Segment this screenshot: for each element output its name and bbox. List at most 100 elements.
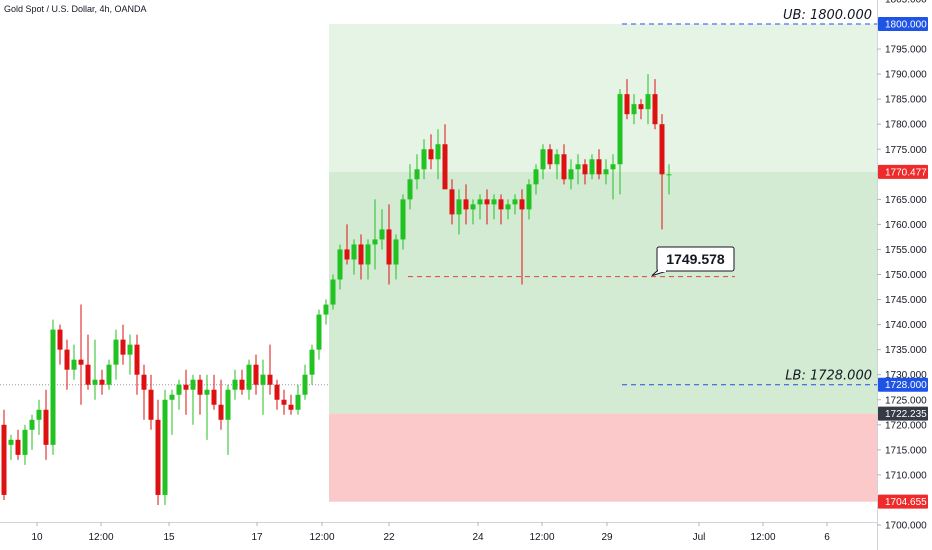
candle[interactable] — [274, 379, 280, 410]
candle[interactable] — [351, 239, 357, 275]
candle[interactable] — [190, 374, 196, 425]
candle[interactable] — [71, 344, 77, 380]
candle[interactable] — [141, 364, 147, 420]
time-axis[interactable]: 10 12:00 15 17 12:00 22 24 12:00 29 Jul 12:00 6 — [0, 522, 877, 550]
candle[interactable] — [1, 409, 7, 500]
candle[interactable] — [64, 339, 70, 390]
candle[interactable] — [547, 144, 553, 170]
candle[interactable] — [106, 359, 112, 390]
candle[interactable] — [232, 369, 238, 400]
candle[interactable] — [113, 329, 119, 380]
candle[interactable] — [358, 234, 364, 280]
candle[interactable] — [596, 149, 602, 180]
candle[interactable] — [365, 239, 371, 280]
candle[interactable] — [211, 374, 217, 410]
candle[interactable] — [29, 414, 35, 450]
candle[interactable] — [386, 204, 392, 285]
candle[interactable] — [638, 99, 644, 120]
candle[interactable] — [372, 199, 378, 270]
candle[interactable] — [428, 134, 434, 170]
candle[interactable] — [22, 424, 28, 465]
candle[interactable] — [323, 299, 329, 325]
candle[interactable] — [162, 389, 168, 505]
candle[interactable] — [421, 139, 427, 180]
candle[interactable] — [582, 159, 588, 185]
candle[interactable] — [603, 159, 609, 185]
candle[interactable] — [505, 199, 511, 220]
candle[interactable] — [316, 309, 322, 360]
candle[interactable] — [15, 429, 21, 460]
candle[interactable] — [393, 234, 399, 280]
candle[interactable] — [148, 374, 154, 430]
candle[interactable] — [610, 154, 616, 200]
candle[interactable] — [463, 184, 469, 225]
candle[interactable] — [43, 389, 49, 460]
candle[interactable] — [470, 199, 476, 225]
candle[interactable] — [246, 359, 252, 400]
candle[interactable] — [449, 179, 455, 225]
candle[interactable] — [127, 334, 133, 375]
candle[interactable] — [155, 399, 161, 505]
candle[interactable] — [491, 194, 497, 220]
candle[interactable] — [414, 154, 420, 190]
candle[interactable] — [260, 359, 266, 415]
candle[interactable] — [197, 374, 203, 415]
candle[interactable] — [659, 114, 665, 230]
candle[interactable] — [456, 189, 462, 235]
candle[interactable] — [134, 334, 140, 395]
candle[interactable] — [337, 244, 343, 290]
candle[interactable] — [512, 194, 518, 215]
price-axis[interactable]: 1700.0001705.0001710.0001715.0001720.000… — [877, 0, 932, 550]
candle[interactable] — [477, 194, 483, 220]
candle[interactable] — [631, 94, 637, 125]
candle[interactable] — [267, 344, 273, 395]
candle[interactable] — [498, 194, 504, 225]
candle[interactable] — [204, 374, 210, 440]
candle[interactable] — [295, 384, 301, 415]
candle[interactable] — [8, 434, 14, 460]
candle[interactable] — [218, 379, 224, 430]
candle[interactable] — [526, 179, 532, 220]
candle[interactable] — [85, 334, 91, 390]
candle[interactable] — [78, 304, 84, 405]
candle[interactable] — [624, 79, 630, 120]
candle[interactable] — [442, 124, 448, 190]
candle[interactable] — [407, 164, 413, 210]
candle[interactable] — [519, 189, 525, 285]
candle[interactable] — [309, 344, 315, 385]
candle[interactable] — [99, 369, 105, 395]
candle[interactable] — [183, 369, 189, 415]
candle[interactable] — [435, 129, 441, 180]
candle[interactable] — [225, 384, 231, 455]
mid-level-callout[interactable]: 1749.578 — [651, 246, 735, 277]
candle[interactable] — [617, 89, 623, 195]
candle[interactable] — [253, 354, 259, 395]
candle[interactable] — [36, 399, 42, 435]
candle[interactable] — [288, 394, 294, 415]
candle[interactable] — [302, 364, 308, 400]
candle[interactable] — [400, 194, 406, 250]
candle[interactable] — [540, 144, 546, 180]
candle[interactable] — [666, 164, 672, 195]
candle[interactable] — [533, 164, 539, 195]
candle[interactable] — [484, 189, 490, 225]
candle[interactable] — [568, 159, 574, 190]
candle[interactable] — [239, 369, 245, 395]
candle[interactable] — [652, 79, 658, 130]
candle[interactable] — [561, 144, 567, 185]
candle[interactable] — [120, 324, 126, 365]
candle[interactable] — [176, 379, 182, 410]
candle[interactable] — [554, 149, 560, 180]
candle[interactable] — [281, 389, 287, 415]
candle[interactable] — [330, 274, 336, 310]
candle[interactable] — [57, 324, 63, 365]
candle[interactable] — [92, 339, 98, 400]
candle[interactable] — [344, 224, 350, 265]
candle[interactable] — [169, 389, 175, 435]
candle[interactable] — [575, 154, 581, 185]
candle[interactable] — [379, 209, 385, 250]
candle[interactable] — [645, 74, 651, 125]
candle[interactable] — [589, 154, 595, 180]
candle[interactable] — [50, 319, 56, 455]
